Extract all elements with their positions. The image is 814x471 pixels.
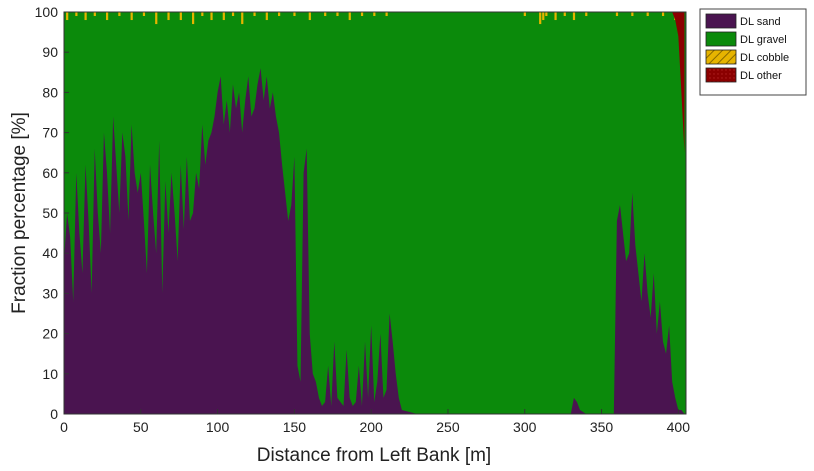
cobble-mark bbox=[253, 12, 256, 17]
legend-label-sand: DL sand bbox=[740, 16, 781, 28]
y-tick-label: 80 bbox=[42, 84, 58, 100]
cobble-mark bbox=[231, 12, 235, 17]
y-tick-label: 0 bbox=[50, 406, 58, 422]
cobble-mark bbox=[222, 12, 225, 21]
cobble-mark bbox=[373, 12, 376, 17]
cobble-mark bbox=[631, 12, 634, 17]
cobble-mark bbox=[167, 12, 170, 21]
cobble-mark bbox=[93, 12, 96, 17]
x-tick-label: 50 bbox=[133, 419, 149, 435]
cobble-mark bbox=[308, 12, 311, 21]
x-tick-label: 0 bbox=[60, 419, 68, 435]
cobble-mark bbox=[324, 12, 327, 17]
cobble-mark bbox=[241, 12, 244, 25]
cobble-mark bbox=[360, 12, 364, 17]
cobble-mark bbox=[192, 12, 195, 25]
y-tick-label: 70 bbox=[42, 125, 58, 141]
y-tick-label: 50 bbox=[42, 205, 58, 221]
cobble-mark bbox=[265, 12, 268, 21]
axes: 0 50 100 150 200 250 300 350 400 0 10 20 30 40 50 60 70 8… bbox=[35, 4, 691, 435]
cobble-mark bbox=[179, 12, 182, 21]
x-axis-label: Distance from Left Bank [m] bbox=[257, 445, 491, 466]
cobble-mark bbox=[523, 12, 526, 17]
cobble-mark bbox=[585, 12, 588, 17]
cobble-mark bbox=[539, 12, 542, 25]
cobble-mark bbox=[554, 12, 557, 21]
cobble-mark bbox=[661, 12, 665, 17]
x-tick-label: 300 bbox=[513, 419, 537, 435]
y-tick-label: 40 bbox=[42, 245, 58, 261]
y-tick-label: 90 bbox=[42, 44, 58, 60]
cobble-mark bbox=[278, 12, 281, 17]
y-tick-label: 30 bbox=[42, 285, 58, 301]
cobble-mark bbox=[348, 12, 351, 21]
sand-area bbox=[64, 68, 685, 414]
cobble-mark bbox=[336, 12, 339, 17]
cobble-mark bbox=[66, 12, 69, 21]
cobble-mark bbox=[201, 12, 204, 17]
cobble-mark bbox=[542, 12, 545, 21]
legend-label-gravel: DL gravel bbox=[740, 34, 787, 46]
legend-label-cobble: DL cobble bbox=[740, 52, 789, 64]
cobble-mark bbox=[130, 12, 133, 21]
cobble-mark bbox=[572, 12, 576, 21]
legend: DL sand DL gravel DL cobble DL other bbox=[699, 8, 807, 96]
other-area bbox=[672, 12, 685, 153]
y-tick-label: 20 bbox=[42, 326, 58, 342]
legend-swatch-gravel bbox=[705, 31, 737, 47]
cobble-mark bbox=[646, 12, 649, 17]
cobble-mark bbox=[106, 12, 109, 21]
plot-area bbox=[64, 12, 686, 414]
cobble-mark bbox=[210, 12, 213, 21]
x-tick-label: 350 bbox=[590, 419, 614, 435]
x-tick-label: 200 bbox=[359, 419, 383, 435]
cobble-mark bbox=[385, 12, 388, 17]
cobble-mark bbox=[75, 12, 78, 17]
legend-swatch-sand bbox=[705, 13, 737, 29]
x-tick-label: 250 bbox=[436, 419, 460, 435]
x-tick-label: 100 bbox=[206, 419, 230, 435]
cobble-mark bbox=[545, 12, 548, 17]
cobble-mark bbox=[293, 12, 296, 17]
y-tick-label: 100 bbox=[35, 4, 59, 20]
x-tick-label: 150 bbox=[283, 419, 307, 435]
cobble-mark bbox=[142, 12, 146, 17]
y-tick-label: 10 bbox=[42, 366, 58, 382]
cobble-mark bbox=[118, 12, 121, 17]
legend-label-other: DL other bbox=[740, 70, 782, 82]
y-axis-label: Fraction percentage [%] bbox=[9, 112, 30, 314]
cobble-mark bbox=[84, 12, 87, 21]
x-tick-label: 400 bbox=[667, 419, 691, 435]
cobble-mark bbox=[155, 12, 158, 25]
cobble-mark bbox=[615, 12, 619, 17]
cobble-mark bbox=[563, 12, 566, 17]
legend-swatch-cobble bbox=[705, 49, 737, 65]
legend-swatch-other bbox=[705, 67, 737, 83]
y-tick-label: 60 bbox=[42, 165, 58, 181]
